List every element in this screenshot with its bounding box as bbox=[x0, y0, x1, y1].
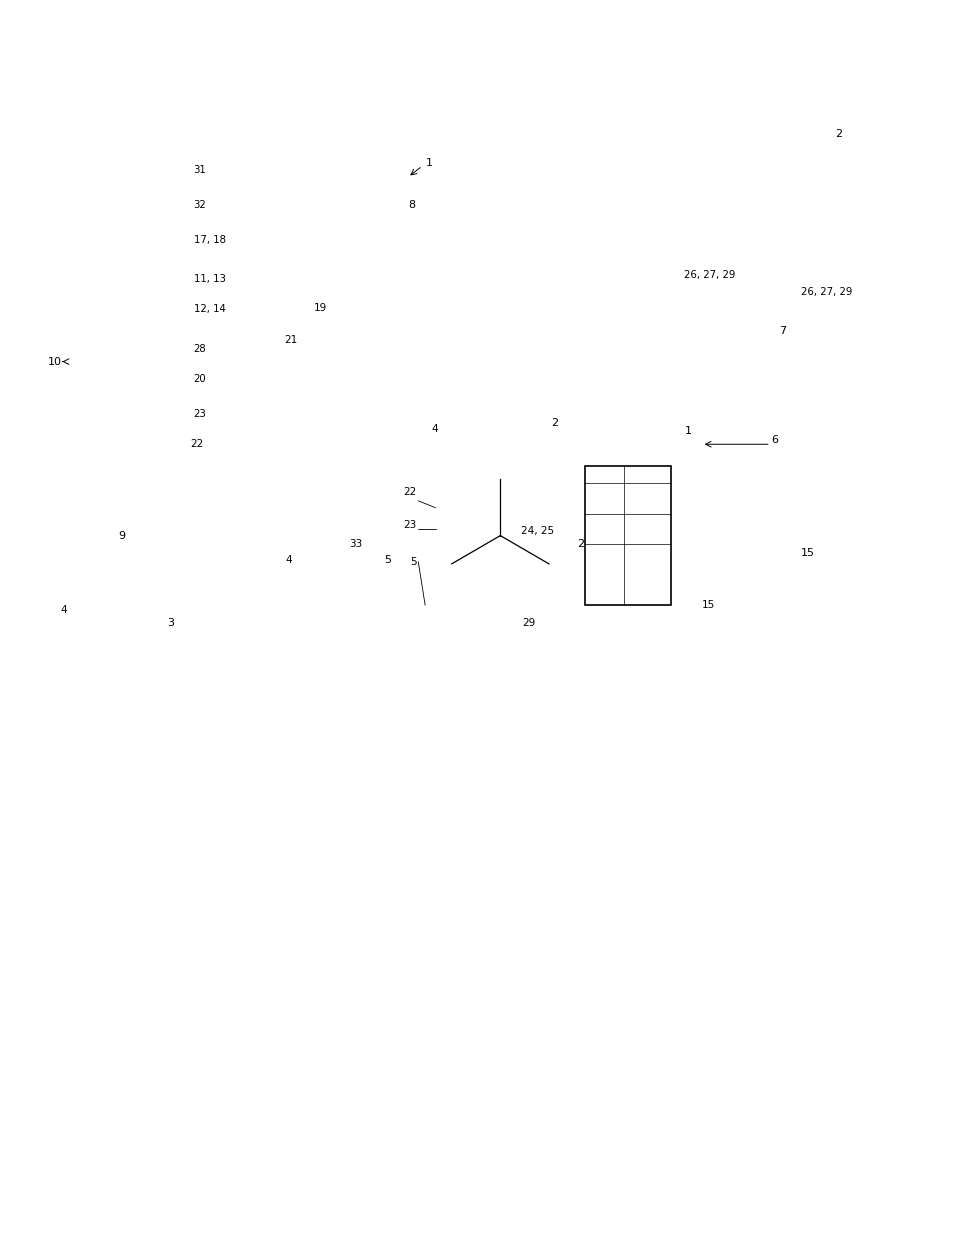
Text: Holder, Sensor: Holder, Sensor bbox=[644, 1013, 728, 1023]
Bar bbox=[584, 466, 671, 605]
Text: Cabinet, Upper, Assembly: Cabinet, Upper, Assembly bbox=[204, 757, 352, 767]
Text: 24: 24 bbox=[510, 919, 524, 929]
Text: Bonnet, 1/4 IN: Bonnet, 1/4 IN bbox=[204, 1082, 285, 1092]
Text: 7: 7 bbox=[779, 326, 785, 336]
Text: Thermo. Bimetal, CS-7: Thermo. Bimetal, CS-7 bbox=[644, 794, 772, 804]
Text: 43097204: 43097204 bbox=[564, 919, 621, 929]
Text: Solenoid Coil: Solenoid Coil bbox=[644, 1139, 719, 1149]
Text: 43047401: 43047401 bbox=[124, 1112, 181, 1121]
Text: 43046383: 43046383 bbox=[124, 1052, 181, 1062]
Text: Cabinet, Front, Assembly: Cabinet, Front, Assembly bbox=[204, 787, 346, 797]
Text: 43147196: 43147196 bbox=[124, 1082, 181, 1092]
Text: Part: Part bbox=[579, 671, 607, 683]
Text: No.: No. bbox=[581, 697, 604, 710]
Text: 20: 20 bbox=[193, 374, 206, 384]
Text: Drain Nipple: Drain Nipple bbox=[644, 1170, 715, 1179]
Text: 4301V012: 4301V012 bbox=[123, 874, 182, 884]
Text: 23: 23 bbox=[510, 888, 524, 898]
Text: 12-2.  Outdoor Unit: 12-2. Outdoor Unit bbox=[45, 68, 240, 86]
Bar bbox=[335, 291, 348, 310]
Text: Nut: Nut bbox=[644, 919, 664, 929]
Text: 27: 27 bbox=[510, 1013, 524, 1023]
Text: 32: 32 bbox=[510, 1139, 524, 1149]
Text: Holder, Thermo. Bimetal: Holder, Thermo. Bimetal bbox=[644, 1044, 783, 1055]
Bar bbox=[381, 215, 400, 240]
Text: Condenser, Assembly: Condenser, Assembly bbox=[204, 993, 327, 1003]
Text: 43063198: 43063198 bbox=[564, 1013, 622, 1023]
Text: Cover, Wiring, Assembly: Cover, Wiring, Assembly bbox=[204, 904, 343, 914]
Text: 29: 29 bbox=[510, 1076, 524, 1086]
Text: Guard, Fan: Guard, Fan bbox=[204, 815, 265, 826]
Text: 08: 08 bbox=[69, 934, 84, 944]
Text: 1: 1 bbox=[683, 426, 691, 436]
Bar bbox=[155, 268, 177, 288]
Text: Valve, Packed, 9,52: Valve, Packed, 9,52 bbox=[204, 1052, 314, 1062]
Text: Holder, Sensor: Holder, Sensor bbox=[644, 982, 728, 992]
Text: 20: 20 bbox=[510, 794, 524, 804]
Text: 43050298: 43050298 bbox=[564, 794, 622, 804]
Text: 19: 19 bbox=[314, 303, 327, 312]
Bar bbox=[501, 240, 536, 296]
Text: 07: 07 bbox=[69, 904, 84, 914]
Text: 43032441: 43032441 bbox=[564, 1170, 621, 1179]
Text: 17, 18: 17, 18 bbox=[193, 235, 225, 245]
Text: 33: 33 bbox=[510, 1170, 524, 1179]
Text: 43049643: 43049643 bbox=[564, 950, 621, 961]
Text: 04: 04 bbox=[69, 815, 84, 826]
Text: 22: 22 bbox=[190, 440, 203, 450]
Bar bbox=[425, 457, 675, 619]
Text: 43047491: 43047491 bbox=[124, 1141, 181, 1151]
Text: 02: 02 bbox=[69, 757, 84, 767]
Text: 11: 11 bbox=[69, 1023, 84, 1032]
Text: 06: 06 bbox=[69, 874, 84, 884]
Text: 23: 23 bbox=[403, 520, 416, 530]
Text: 01: 01 bbox=[69, 727, 84, 737]
Text: 05: 05 bbox=[69, 845, 84, 856]
Text: 19: 19 bbox=[510, 762, 524, 773]
Bar bbox=[418, 370, 454, 427]
Text: 43005368: 43005368 bbox=[124, 727, 181, 737]
Bar bbox=[460, 305, 495, 362]
Text: 31: 31 bbox=[193, 165, 206, 175]
Text: 15: 15 bbox=[69, 1141, 84, 1151]
Text: Fan, Propeller: Fan, Propeller bbox=[644, 888, 721, 898]
Text: – 71 –: – 71 – bbox=[456, 1208, 497, 1221]
Text: 26: 26 bbox=[510, 982, 524, 992]
Text: 43062230: 43062230 bbox=[124, 904, 181, 914]
Bar bbox=[45, 659, 468, 1191]
Bar bbox=[155, 338, 177, 357]
Text: Reactor: Reactor bbox=[644, 762, 688, 773]
Bar bbox=[377, 370, 412, 427]
Bar bbox=[285, 348, 317, 419]
Text: 26, 27, 29: 26, 27, 29 bbox=[683, 269, 735, 279]
Bar bbox=[155, 159, 177, 179]
Text: No.: No. bbox=[65, 695, 88, 708]
Text: 31: 31 bbox=[510, 1107, 524, 1116]
Bar bbox=[65, 527, 124, 605]
Text: 25: 25 bbox=[510, 950, 524, 961]
Text: 4: 4 bbox=[60, 605, 67, 615]
Text: – 71 –: – 71 – bbox=[456, 1208, 497, 1221]
Text: 43005401: 43005401 bbox=[124, 787, 181, 797]
Text: 5: 5 bbox=[410, 557, 416, 567]
Text: 43058264: 43058264 bbox=[564, 762, 621, 773]
Text: 21: 21 bbox=[284, 335, 297, 345]
Text: 33: 33 bbox=[349, 540, 362, 550]
Text: 4301V030: 4301V030 bbox=[123, 815, 182, 826]
Text: 2: 2 bbox=[577, 540, 583, 550]
Bar bbox=[335, 214, 666, 553]
Bar bbox=[62, 170, 114, 510]
Text: No.: No. bbox=[141, 695, 164, 708]
Text: Description: Description bbox=[735, 684, 811, 697]
Text: 43020310: 43020310 bbox=[564, 888, 622, 898]
Text: 43046378: 43046378 bbox=[564, 731, 621, 741]
Text: 43005369: 43005369 bbox=[124, 757, 181, 767]
Bar bbox=[485, 659, 908, 1191]
Bar bbox=[377, 305, 412, 362]
Text: 12, 14: 12, 14 bbox=[193, 304, 225, 315]
Text: 3: 3 bbox=[167, 618, 173, 627]
Text: Hanger: Hanger bbox=[204, 934, 245, 944]
